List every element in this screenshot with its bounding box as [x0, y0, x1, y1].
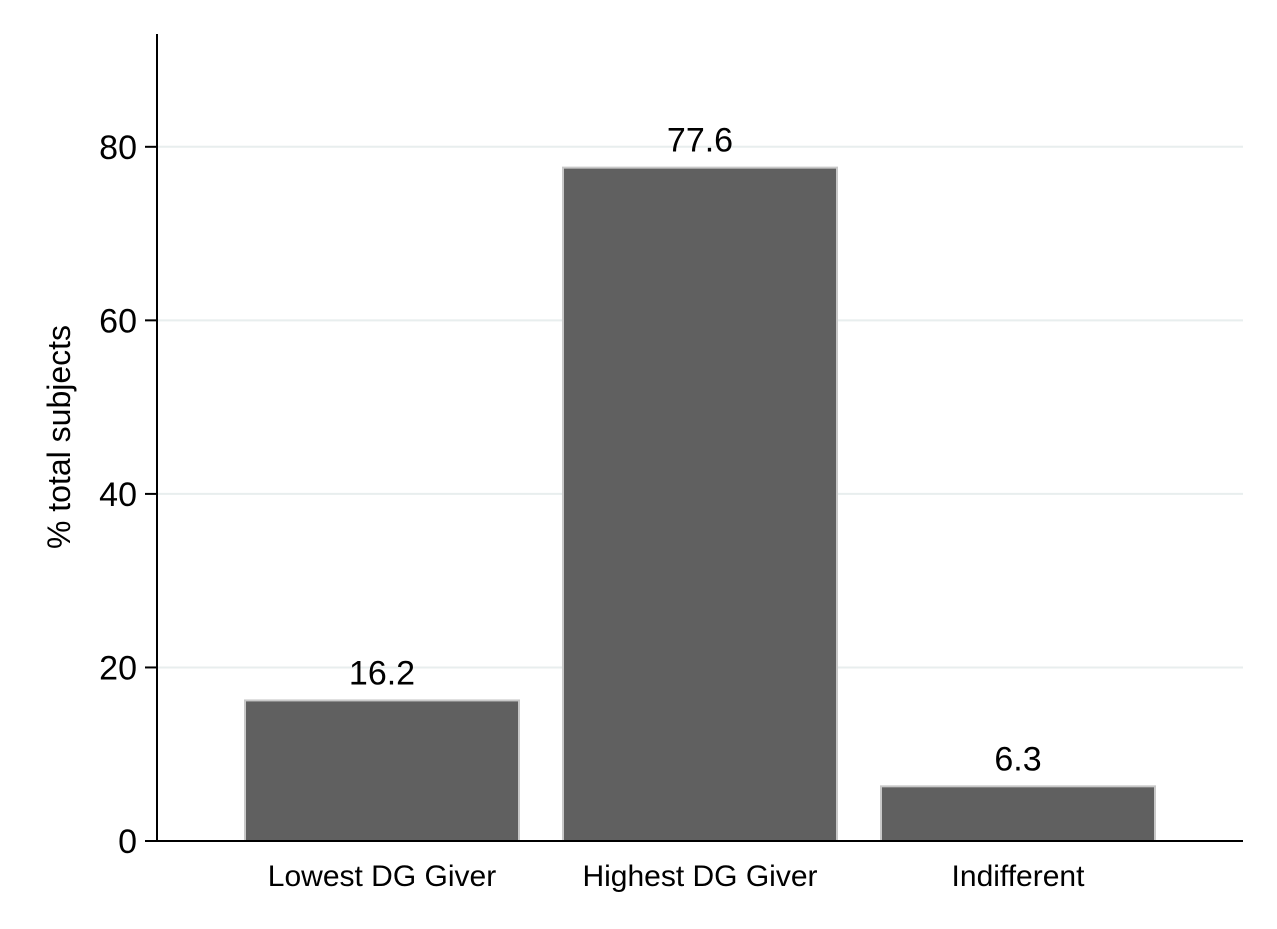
- axes: [145, 34, 1243, 842]
- x-category-label-3: Indifferent: [952, 860, 1086, 893]
- y-tick-label-60: 60: [99, 302, 137, 340]
- y-axis-title: % total subjects: [41, 325, 77, 549]
- y-tick-label-20: 20: [99, 649, 137, 687]
- data-label-1: 16.2: [349, 654, 415, 692]
- y-tick-label-0: 0: [118, 823, 137, 861]
- x-category-label-2: Highest DG Giver: [582, 860, 817, 893]
- data-label-3: 6.3: [994, 740, 1041, 778]
- bar-1: [244, 699, 520, 842]
- labels: 0 20 40 60 80 16.2 Lowest DG Giver 77.6 Highest …: [99, 122, 1085, 893]
- data-label-2: 77.6: [667, 122, 733, 160]
- bar-3: [880, 785, 1156, 843]
- bar-2: [562, 166, 838, 842]
- y-tick-label-40: 40: [99, 476, 137, 514]
- x-category-label-1: Lowest DG Giver: [268, 860, 496, 893]
- y-tick-label-80: 80: [99, 129, 137, 167]
